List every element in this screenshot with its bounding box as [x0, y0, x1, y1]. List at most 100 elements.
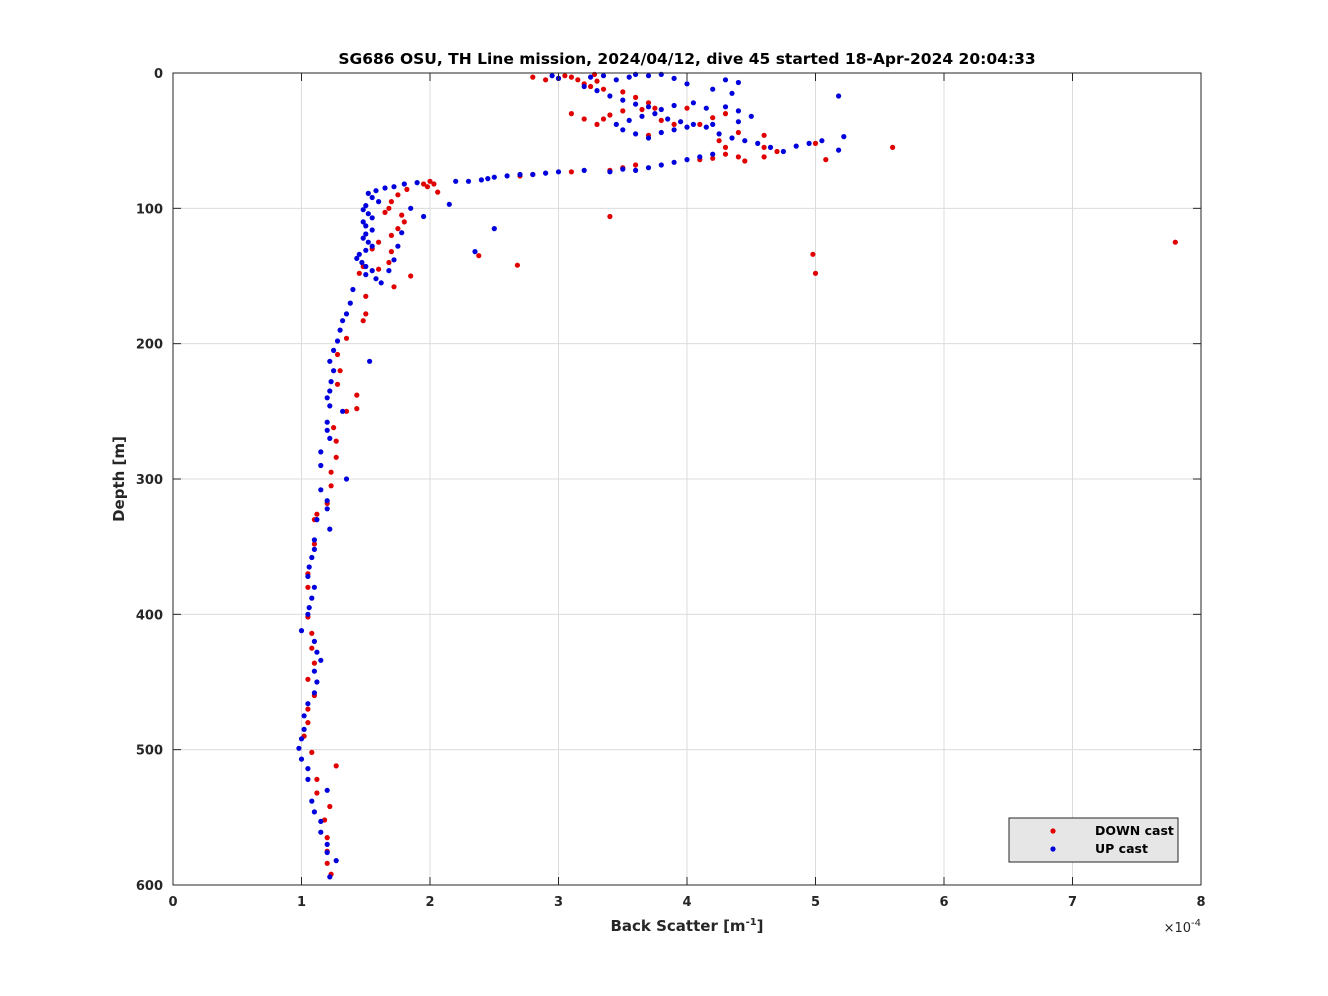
point-up-cast — [626, 117, 632, 123]
point-up-cast — [343, 311, 350, 317]
point-up-cast — [678, 119, 684, 125]
point-up-cast — [340, 318, 346, 324]
point-up-cast — [633, 101, 639, 107]
point-down-cast — [810, 251, 816, 257]
y-tick-label: 0 — [154, 67, 163, 82]
point-up-cast — [453, 178, 459, 184]
tick-marks — [172, 72, 1202, 886]
x-tick-label: 3 — [554, 895, 563, 910]
point-up-cast — [298, 628, 305, 634]
point-up-cast — [729, 90, 735, 96]
point-up-cast — [588, 74, 594, 80]
x-axis-exponent: ×10-4 — [1164, 918, 1201, 936]
point-up-cast — [395, 243, 401, 249]
point-up-cast — [350, 286, 356, 293]
point-up-cast — [633, 131, 639, 137]
point-down-cast — [476, 253, 482, 259]
point-up-cast — [334, 338, 341, 344]
point-down-cast — [360, 318, 366, 324]
point-down-cast — [334, 381, 341, 387]
y-tick-label: 600 — [136, 879, 163, 894]
point-down-cast — [652, 105, 658, 111]
point-up-cast — [391, 184, 397, 190]
point-down-cast — [812, 270, 819, 276]
x-axis-label-superscript: -1 — [746, 917, 757, 928]
point-down-cast — [328, 483, 334, 489]
point-down-cast — [343, 408, 350, 414]
point-up-cast — [671, 159, 677, 165]
legend-marker-up-cast — [1050, 846, 1056, 852]
point-up-cast — [690, 100, 697, 106]
x-axis-label-end: ] — [757, 917, 764, 935]
point-up-cast — [305, 776, 311, 783]
point-down-cast — [395, 226, 401, 232]
point-up-cast — [347, 300, 353, 306]
point-up-cast — [363, 263, 369, 270]
point-up-cast — [354, 255, 360, 261]
point-up-cast — [639, 113, 645, 119]
point-up-cast — [367, 358, 373, 364]
point-down-cast — [333, 438, 339, 444]
point-down-cast — [363, 311, 369, 317]
y-tick-label: 200 — [136, 338, 163, 353]
point-up-cast — [311, 546, 317, 553]
point-up-cast — [658, 106, 664, 113]
point-up-cast — [485, 176, 491, 182]
point-down-cast — [388, 232, 394, 238]
point-up-cast — [780, 148, 787, 155]
x-tick-label: 7 — [1068, 895, 1077, 910]
legend-marker-down-cast — [1050, 828, 1056, 834]
point-down-cast — [710, 115, 716, 121]
point-up-cast — [331, 368, 337, 374]
point-up-cast — [318, 657, 324, 663]
point-down-cast — [386, 259, 392, 266]
point-down-cast — [823, 157, 829, 163]
point-up-cast — [298, 736, 305, 742]
point-down-cast — [305, 706, 311, 712]
point-up-cast — [645, 165, 652, 171]
point-up-cast — [311, 809, 317, 815]
x-axis-exponent-power: -4 — [1191, 918, 1201, 929]
point-down-cast — [305, 676, 311, 682]
point-up-cast — [386, 268, 392, 274]
point-up-cast — [697, 154, 703, 160]
point-down-cast — [514, 262, 521, 268]
legend-label-up-cast: UP cast — [1095, 841, 1148, 856]
point-up-cast — [305, 701, 311, 707]
point-up-cast — [819, 138, 825, 144]
point-up-cast — [359, 259, 365, 266]
point-down-cast — [399, 212, 405, 218]
x-axis-exponent-base: ×10 — [1164, 921, 1191, 936]
x-axis-label-text: Back Scatter [m — [610, 917, 745, 935]
point-down-cast — [314, 511, 320, 517]
point-down-cast — [581, 116, 587, 122]
point-down-cast — [722, 111, 729, 117]
x-tick-label: 4 — [682, 895, 691, 910]
x-tick-label: 5 — [811, 895, 820, 910]
point-up-cast — [360, 207, 366, 213]
point-down-cast — [354, 406, 360, 412]
point-up-cast — [581, 83, 587, 90]
point-up-cast — [363, 231, 369, 237]
point-down-cast — [774, 148, 780, 155]
point-up-cast — [324, 841, 330, 848]
point-down-cast — [716, 138, 722, 144]
point-up-cast — [414, 180, 420, 186]
point-up-cast — [710, 121, 716, 127]
x-tick-label: 8 — [1196, 895, 1205, 910]
point-down-cast — [620, 108, 626, 114]
point-down-cast — [761, 144, 767, 150]
point-up-cast — [690, 121, 697, 127]
point-up-cast — [710, 151, 716, 157]
point-up-cast — [613, 121, 619, 127]
point-down-cast — [324, 835, 330, 841]
point-up-cast — [748, 113, 754, 119]
point-up-cast — [363, 272, 369, 278]
point-down-cast — [671, 121, 677, 127]
x-tick-label: 6 — [939, 895, 948, 910]
point-up-cast — [327, 388, 333, 394]
point-up-cast — [360, 219, 366, 225]
y-tick-label: 300 — [136, 473, 163, 488]
point-down-cast — [427, 178, 433, 184]
point-up-cast — [555, 169, 562, 175]
